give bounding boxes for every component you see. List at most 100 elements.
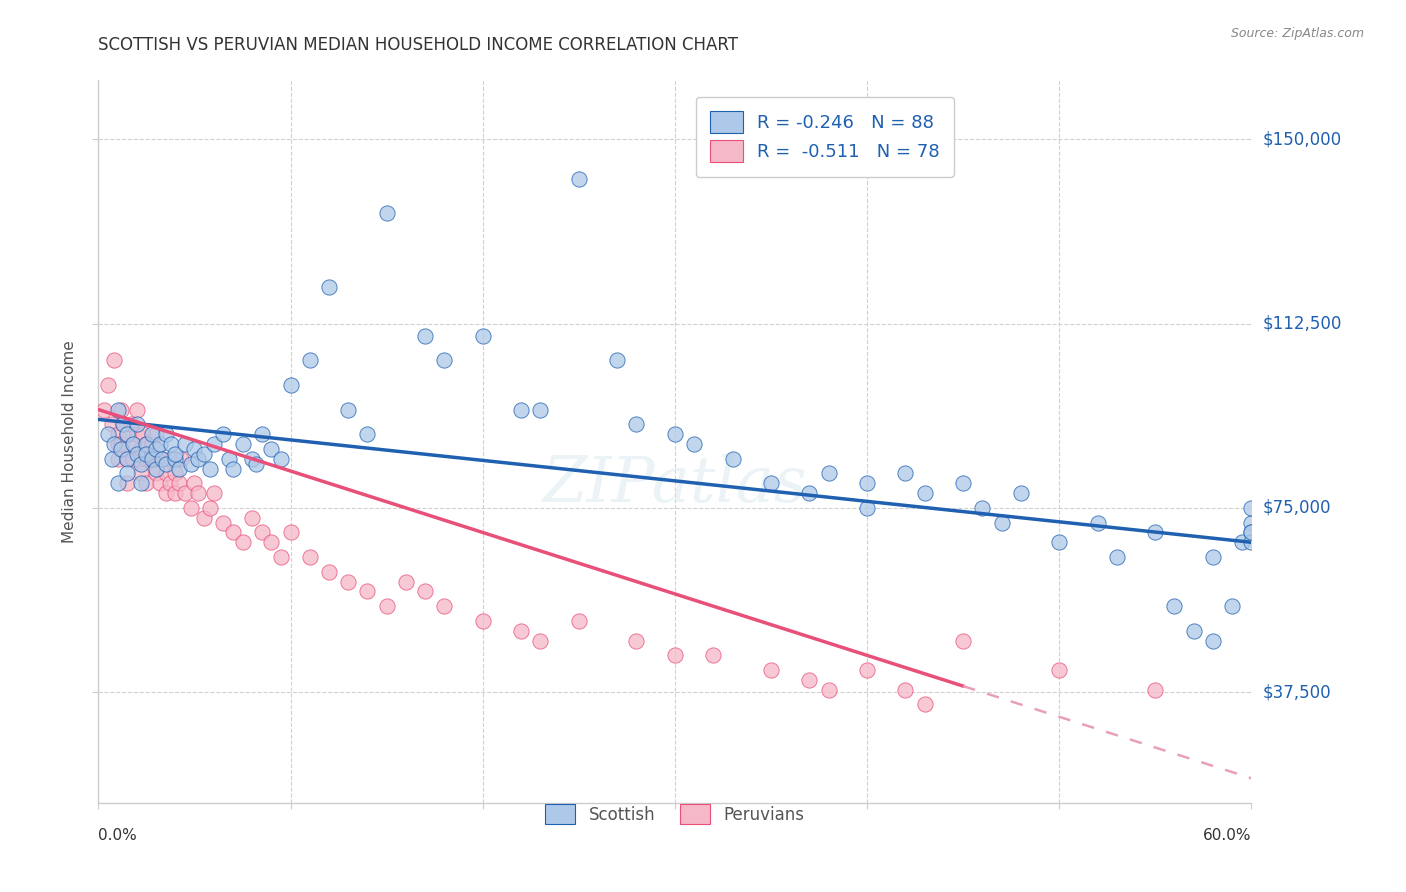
Point <box>155 486 177 500</box>
Point <box>413 329 436 343</box>
Point <box>914 486 936 500</box>
Point <box>110 442 132 456</box>
Point <box>110 437 132 451</box>
Point <box>160 437 183 451</box>
Point <box>212 427 235 442</box>
Point <box>202 486 225 500</box>
Point <box>198 500 221 515</box>
Point <box>135 437 157 451</box>
Point <box>117 467 139 481</box>
Point <box>97 427 120 442</box>
Point <box>245 457 267 471</box>
Point <box>139 451 162 466</box>
Point <box>155 457 177 471</box>
Point <box>187 486 209 500</box>
Point <box>856 476 879 491</box>
Point <box>1182 624 1205 638</box>
Point <box>1230 535 1253 549</box>
Point <box>112 417 135 432</box>
Point <box>856 663 879 677</box>
Point <box>471 614 494 628</box>
Point <box>1202 633 1225 648</box>
Point <box>129 476 152 491</box>
Point <box>165 451 187 466</box>
Point <box>122 437 145 451</box>
Point <box>187 451 209 466</box>
Text: $37,500: $37,500 <box>1263 683 1331 701</box>
Point <box>122 451 145 466</box>
Text: ZIPatlas: ZIPatlas <box>543 454 807 516</box>
Point <box>1202 549 1225 564</box>
Point <box>145 461 167 475</box>
Text: 60.0%: 60.0% <box>1204 828 1251 843</box>
Point <box>298 353 321 368</box>
Point <box>167 476 190 491</box>
Point <box>1240 535 1263 549</box>
Point <box>231 437 254 451</box>
Point <box>107 402 129 417</box>
Point <box>149 476 172 491</box>
Point <box>337 402 360 417</box>
Point <box>117 427 139 442</box>
Point <box>222 461 245 475</box>
Point <box>101 451 124 466</box>
Point <box>174 437 197 451</box>
Point <box>167 461 190 475</box>
Point <box>990 516 1012 530</box>
Point <box>97 378 120 392</box>
Text: $112,500: $112,500 <box>1263 315 1341 333</box>
Point <box>1144 682 1167 697</box>
Point <box>1010 486 1032 500</box>
Point <box>193 447 215 461</box>
Point <box>93 402 115 417</box>
Point <box>1144 525 1167 540</box>
Point <box>1047 535 1070 549</box>
Point <box>1087 516 1109 530</box>
Point <box>145 451 167 466</box>
Point <box>510 402 533 417</box>
Point <box>270 451 292 466</box>
Point <box>433 599 456 614</box>
Point <box>117 427 139 442</box>
Point <box>135 451 157 466</box>
Point <box>103 437 125 451</box>
Point <box>117 451 139 466</box>
Point <box>250 427 273 442</box>
Point <box>117 476 139 491</box>
Point <box>110 402 132 417</box>
Point <box>125 427 148 442</box>
Point <box>471 329 494 343</box>
Point <box>759 663 782 677</box>
Point <box>145 427 167 442</box>
Point <box>101 417 124 432</box>
Point <box>183 442 205 456</box>
Text: 0.0%: 0.0% <box>98 828 138 843</box>
Point <box>318 279 340 293</box>
Point <box>1240 525 1263 540</box>
Point <box>1163 599 1185 614</box>
Point <box>702 648 724 663</box>
Point <box>155 427 177 442</box>
Text: $75,000: $75,000 <box>1263 499 1331 516</box>
Point <box>1220 599 1243 614</box>
Point <box>165 447 187 461</box>
Point <box>107 427 129 442</box>
Point <box>759 476 782 491</box>
Point <box>1240 500 1263 515</box>
Point <box>260 442 283 456</box>
Point <box>413 584 436 599</box>
Point <box>817 682 839 697</box>
Point <box>1240 525 1263 540</box>
Point <box>250 525 273 540</box>
Point <box>568 614 591 628</box>
Point <box>141 427 163 442</box>
Point <box>125 447 148 461</box>
Point <box>626 633 648 648</box>
Point <box>356 584 378 599</box>
Point <box>129 457 152 471</box>
Point <box>107 476 129 491</box>
Point <box>150 451 173 466</box>
Point <box>529 402 551 417</box>
Point <box>212 516 235 530</box>
Point <box>952 633 974 648</box>
